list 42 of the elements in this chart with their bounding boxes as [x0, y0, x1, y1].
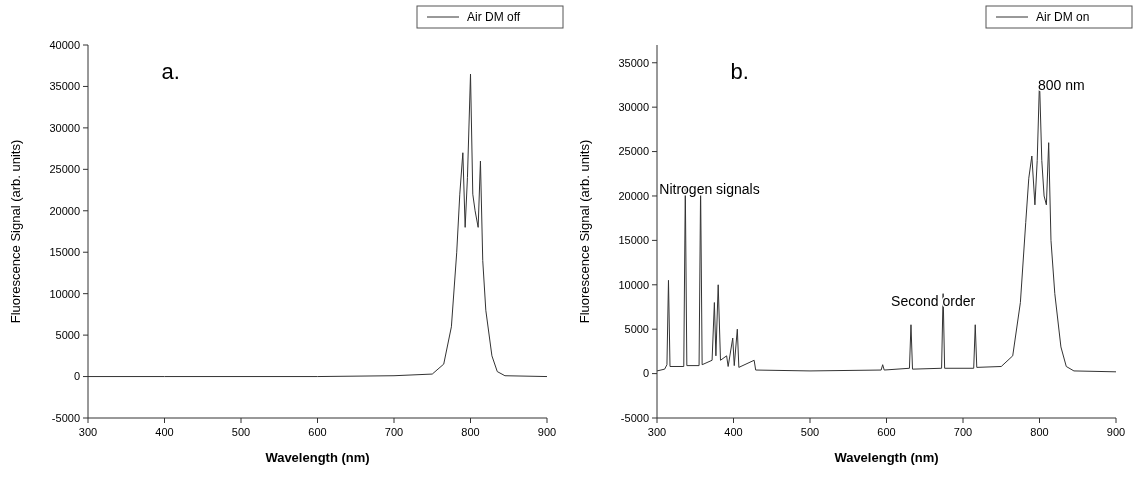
x-tick-label: 800	[1030, 426, 1049, 438]
y-axis-title: Fluorescence Signal (arb. units)	[8, 139, 23, 324]
x-tick-label: 900	[1106, 426, 1126, 438]
y-tick-label: -5000	[51, 411, 80, 424]
x-tick-label: 300	[647, 426, 667, 438]
x-tick-label: 600	[308, 426, 327, 438]
y-axis-title: Fluorescence Signal (arb. units)	[577, 139, 592, 324]
annotation: a.	[161, 58, 180, 84]
y-tick-label: 30000	[49, 121, 80, 134]
y-tick-label: 20000	[618, 189, 649, 202]
legend-label: Air DM on	[1036, 10, 1090, 25]
y-tick-label: -5000	[620, 411, 649, 424]
legend-label: Air DM off	[467, 10, 521, 25]
y-tick-label: 20000	[49, 204, 80, 217]
y-tick-label: 40000	[49, 38, 80, 51]
y-tick-label: 0	[73, 370, 80, 383]
y-tick-label: 25000	[618, 145, 649, 158]
x-tick-label: 700	[953, 426, 973, 438]
x-tick-label: 800	[461, 426, 480, 438]
y-tick-label: 30000	[618, 101, 649, 114]
x-tick-label: 600	[877, 426, 896, 438]
annotation: b.	[730, 58, 749, 84]
annotation: Nitrogen signals	[659, 181, 760, 198]
x-tick-label: 500	[800, 426, 820, 438]
x-tick-label: 900	[537, 426, 557, 438]
y-tick-label: 35000	[49, 80, 80, 93]
y-tick-label: 35000	[618, 56, 649, 69]
y-tick-label: 15000	[49, 246, 80, 259]
x-tick-label: 400	[155, 426, 174, 438]
x-tick-label: 500	[231, 426, 251, 438]
y-tick-label: 5000	[624, 323, 649, 336]
y-tick-label: 0	[642, 367, 649, 380]
x-axis-title: Wavelength (nm)	[265, 450, 370, 465]
x-tick-label: 400	[724, 426, 743, 438]
y-tick-label: 5000	[55, 328, 80, 341]
y-tick-label: 10000	[618, 278, 649, 291]
x-tick-label: 700	[384, 426, 404, 438]
x-axis-title: Wavelength (nm)	[834, 450, 939, 465]
x-tick-label: 300	[78, 426, 98, 438]
y-tick-label: 10000	[49, 287, 80, 300]
y-tick-label: 25000	[49, 163, 80, 176]
y-tick-label: 15000	[618, 234, 649, 247]
